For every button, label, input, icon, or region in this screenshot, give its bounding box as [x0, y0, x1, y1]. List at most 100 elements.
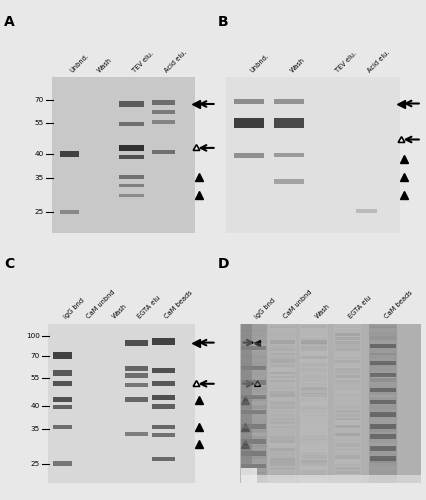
Bar	[240, 394, 265, 398]
Bar	[370, 390, 394, 394]
Bar	[240, 424, 265, 429]
Bar	[334, 444, 359, 447]
Bar	[370, 386, 394, 390]
Bar	[301, 414, 326, 416]
Bar	[334, 336, 359, 340]
Text: Wash: Wash	[313, 303, 330, 320]
Text: A: A	[4, 14, 15, 28]
Bar	[151, 338, 174, 345]
Bar	[240, 324, 252, 483]
Text: Acid elu.: Acid elu.	[366, 49, 390, 74]
Bar	[370, 373, 394, 378]
Text: B: B	[217, 14, 228, 28]
Bar	[60, 210, 78, 214]
Bar	[301, 352, 326, 355]
Bar	[301, 436, 326, 440]
Text: 70: 70	[31, 353, 40, 359]
Bar	[151, 100, 174, 105]
Bar	[53, 370, 72, 376]
Bar	[124, 366, 147, 370]
Bar	[269, 348, 294, 352]
Bar	[240, 447, 265, 451]
Bar	[370, 372, 394, 374]
Bar	[334, 448, 359, 451]
Bar	[240, 352, 265, 355]
Bar	[269, 418, 294, 420]
Bar	[240, 359, 265, 363]
Bar	[269, 356, 294, 359]
Text: 40: 40	[35, 151, 44, 157]
Bar	[269, 345, 294, 348]
Bar	[370, 417, 394, 420]
Bar	[124, 432, 147, 436]
Bar	[301, 326, 326, 328]
Bar	[301, 368, 326, 370]
Text: Wash: Wash	[111, 303, 128, 320]
Bar	[240, 366, 265, 370]
Bar	[240, 348, 265, 352]
Text: Unbnd.: Unbnd.	[248, 52, 270, 74]
Bar	[370, 344, 394, 348]
Bar	[269, 358, 294, 363]
Bar	[334, 414, 359, 416]
Bar	[124, 340, 147, 346]
Bar	[370, 405, 394, 409]
Bar	[301, 428, 326, 432]
Bar	[301, 348, 326, 352]
Bar	[301, 344, 326, 347]
Bar	[334, 368, 359, 370]
Bar	[240, 459, 265, 462]
Bar	[240, 390, 265, 394]
Bar	[269, 400, 294, 405]
Bar	[334, 410, 359, 412]
Bar	[370, 368, 394, 370]
Bar	[269, 452, 294, 455]
Bar	[301, 474, 326, 478]
Text: 35: 35	[35, 175, 44, 181]
Bar	[370, 376, 394, 378]
Bar	[269, 380, 294, 382]
Bar	[269, 429, 294, 432]
Bar	[370, 359, 394, 363]
Bar	[334, 371, 359, 374]
Bar	[301, 470, 326, 474]
Bar	[301, 375, 326, 378]
Bar	[334, 341, 359, 344]
Bar	[240, 475, 265, 478]
Text: CaM beads: CaM beads	[382, 290, 412, 320]
Bar	[301, 332, 326, 336]
Bar	[124, 373, 147, 378]
Bar	[370, 410, 394, 412]
Bar	[273, 118, 303, 128]
Bar	[334, 404, 359, 409]
Bar	[240, 400, 265, 405]
Bar	[240, 334, 265, 336]
Bar	[240, 414, 265, 416]
Text: 25: 25	[35, 208, 44, 214]
Bar	[151, 456, 174, 461]
Bar	[370, 424, 394, 429]
Bar	[301, 408, 326, 412]
Bar	[269, 368, 294, 370]
Bar	[151, 150, 174, 154]
Bar	[370, 433, 394, 436]
Bar	[273, 179, 303, 184]
Bar	[370, 467, 394, 470]
Bar	[151, 404, 174, 408]
Bar	[119, 102, 144, 106]
Text: CaM unbnd: CaM unbnd	[86, 289, 116, 320]
Bar	[240, 324, 420, 483]
Bar	[370, 403, 394, 405]
Text: 55: 55	[31, 375, 40, 381]
Bar	[334, 348, 359, 352]
Bar	[370, 398, 394, 401]
Bar	[334, 440, 359, 444]
Bar	[301, 378, 326, 382]
Bar	[124, 398, 147, 402]
Bar	[370, 446, 394, 451]
Bar	[334, 472, 359, 474]
Bar	[269, 471, 294, 474]
Bar	[370, 326, 394, 328]
Bar	[269, 463, 294, 466]
Text: Acid elu.: Acid elu.	[163, 49, 187, 74]
